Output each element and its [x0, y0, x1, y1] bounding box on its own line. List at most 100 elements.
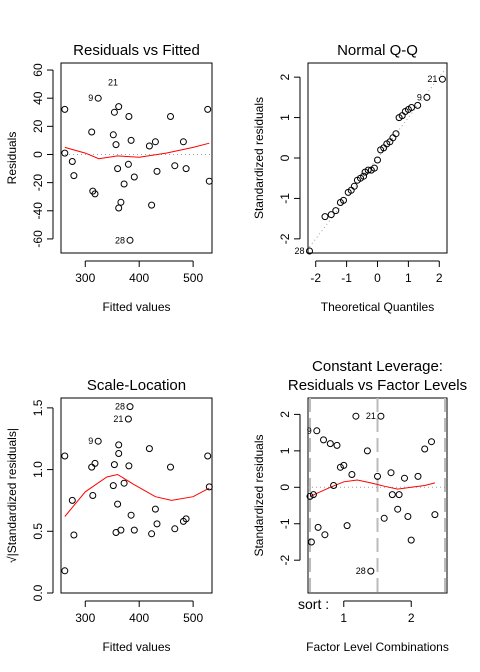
data-point — [374, 156, 381, 164]
y-tick-label: 40 — [31, 91, 45, 105]
chart-title: Residuals vs Factor Levels — [288, 377, 467, 394]
data-point — [61, 567, 69, 575]
data-point — [130, 526, 138, 534]
data-point — [414, 101, 422, 109]
data-point — [114, 500, 122, 508]
data-point — [363, 447, 371, 455]
y-tick-label: 2 — [278, 73, 292, 80]
data-point — [179, 138, 187, 146]
point-label: 28 — [115, 402, 125, 412]
data-point — [117, 526, 125, 534]
y-tick-label: 0 — [31, 151, 45, 158]
data-point — [326, 440, 334, 448]
y-axis-label: Residuals — [5, 132, 19, 185]
smooth-line — [64, 142, 210, 160]
data-point — [327, 211, 335, 219]
data-point — [91, 459, 99, 467]
x-axis-label: Theoretical Quantiles — [321, 300, 434, 314]
plot-frame — [60, 62, 213, 254]
data-point — [343, 522, 351, 530]
plot-frame — [60, 397, 213, 594]
data-point — [314, 523, 322, 531]
x-tick-label: 0 — [374, 271, 381, 285]
data-point — [120, 180, 128, 188]
y-axis-label: √|Standardized residuals| — [5, 428, 19, 563]
data-point — [126, 403, 134, 411]
data-point — [332, 207, 340, 215]
smooth-line — [64, 473, 210, 517]
x-tick-label: 300 — [75, 611, 95, 625]
data-point — [374, 472, 381, 480]
data-point — [127, 136, 135, 144]
y-tick-label: 1 — [278, 114, 292, 121]
y-tick-label: 1.5 — [31, 399, 45, 416]
point-label: 21 — [113, 414, 123, 424]
point-label: 28 — [356, 566, 366, 576]
data-point — [61, 452, 69, 460]
data-point — [395, 491, 403, 499]
data-point — [438, 75, 446, 83]
data-point — [120, 479, 128, 487]
data-point — [205, 483, 213, 491]
data-point — [94, 437, 102, 445]
data-point — [127, 511, 135, 519]
data-point — [428, 438, 435, 446]
data-point — [392, 130, 400, 138]
data-point — [112, 141, 120, 149]
data-point — [350, 182, 358, 190]
y-tick-label: 0.5 — [31, 523, 45, 540]
y-tick-label: -2 — [278, 233, 292, 244]
data-point — [407, 536, 415, 544]
x-tick-label: 300 — [75, 271, 95, 285]
y-tick-label: 0 — [278, 484, 292, 491]
data-point — [306, 492, 314, 500]
y-tick-label: -2 — [278, 555, 292, 566]
x-tick-label: 500 — [183, 611, 203, 625]
x-axis-label: Fitted values — [102, 300, 170, 314]
data-point — [367, 567, 375, 575]
data-point — [307, 538, 315, 546]
chart-title: Constant Leverage: — [312, 358, 443, 375]
data-point — [401, 474, 408, 482]
data-point — [387, 469, 395, 477]
data-point — [125, 462, 133, 470]
data-point — [389, 134, 397, 142]
factor-label: sort : — [298, 596, 329, 612]
y-tick-label: -40 — [31, 202, 45, 220]
x-tick-label: 2 — [436, 271, 443, 285]
data-point — [182, 165, 190, 173]
data-point — [336, 463, 344, 471]
data-point — [115, 204, 123, 212]
data-point — [88, 128, 96, 136]
data-point — [124, 160, 132, 168]
y-tick-label: 20 — [31, 119, 45, 133]
data-point — [333, 441, 341, 449]
y-axis-label: Standardized residuals — [252, 434, 266, 556]
smooth-line — [309, 479, 436, 497]
data-point — [167, 463, 174, 471]
data-point — [130, 173, 138, 181]
y-tick-label: 1 — [278, 447, 292, 454]
point-label: 9 — [88, 93, 93, 103]
y-axis-label: Standardized residuals — [252, 97, 266, 219]
data-point — [204, 452, 212, 460]
data-point — [114, 165, 122, 173]
data-point — [330, 482, 338, 489]
data-point — [313, 427, 321, 435]
data-point — [145, 445, 153, 453]
x-tick-label: 1 — [340, 611, 347, 625]
data-point — [306, 247, 313, 255]
data-point — [61, 105, 69, 113]
x-tick-label: 400 — [129, 271, 149, 285]
data-point — [148, 201, 156, 209]
data-point — [125, 113, 133, 120]
point-label: 9 — [417, 92, 422, 102]
data-point — [109, 482, 117, 490]
data-point — [205, 177, 213, 185]
panel-3: Scale-Location 300 400 500 Fitted values 0.0 0… — [5, 377, 213, 654]
data-point — [124, 415, 132, 423]
data-point — [423, 93, 431, 101]
data-point — [151, 505, 159, 513]
